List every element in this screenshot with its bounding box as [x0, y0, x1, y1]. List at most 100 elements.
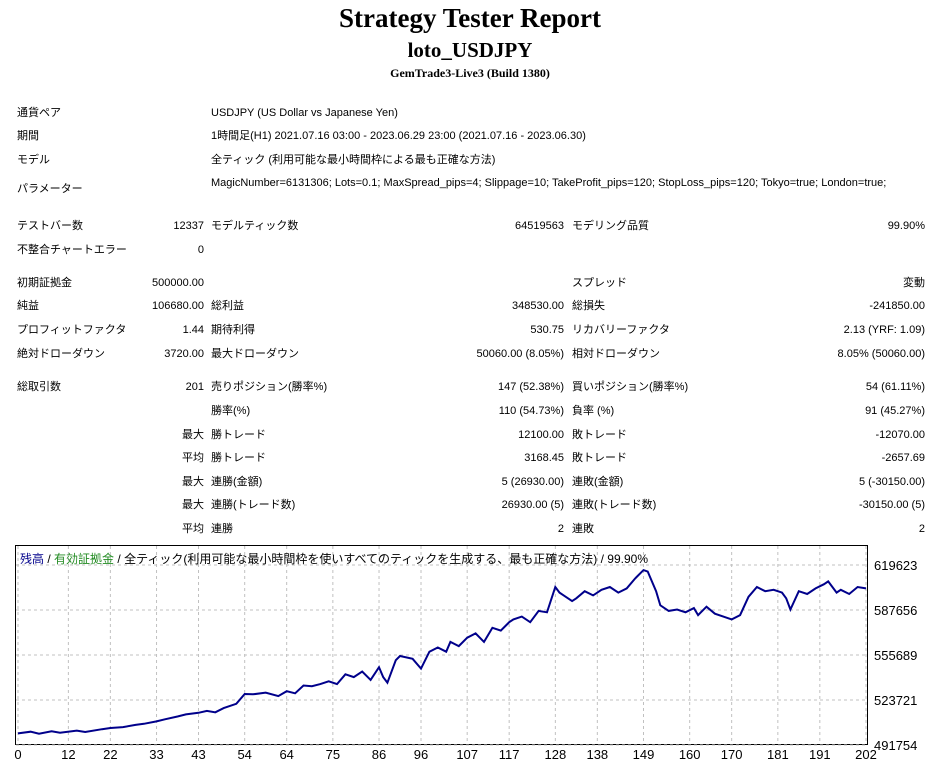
- avg-consec-losses-label: 連敗: [572, 523, 594, 535]
- y-axis-ticks: 619623 587656 555689 523721 491754: [874, 558, 917, 753]
- chart-frame: [15, 545, 868, 745]
- x-tick-label: 22: [103, 747, 117, 761]
- legend-balance: 残高: [20, 552, 45, 566]
- avg-win-label: 勝トレード: [211, 452, 266, 464]
- x-axis-ticks: 0 12 22 33 43 54 64 75 86 96 107 117 128 138 149 160 170…: [14, 747, 876, 761]
- symbol-label: 通貨ペア: [17, 107, 61, 119]
- x-tick-label: 191: [809, 747, 831, 761]
- recovery-factor-value: 2.13 (YRF: 1.09): [843, 324, 925, 336]
- max-loss-value: -12070.00: [875, 429, 925, 441]
- avg-label-2: 平均: [182, 523, 204, 535]
- quality-label: モデリング品質: [572, 220, 649, 232]
- x-tick-label: 54: [237, 747, 251, 761]
- gross-loss-label: 総損失: [572, 300, 605, 312]
- max-label-2: 最大: [182, 476, 204, 488]
- params-label: パラメーター: [17, 183, 83, 195]
- bars-value: 12337: [173, 220, 204, 232]
- max-consec-losses-label: 連敗(金額): [572, 476, 624, 488]
- max-win-value: 12100.00: [518, 429, 564, 441]
- avg-win-value: 3168.45: [524, 452, 564, 464]
- bars-label: テストバー数: [17, 220, 83, 232]
- max-consec-wins-label: 連勝(金額): [211, 476, 263, 488]
- win-rate-value: 110 (54.73%): [498, 405, 564, 417]
- max-label-3: 最大: [182, 499, 204, 511]
- y-tick-label: 555689: [874, 648, 917, 663]
- chart-grid: [16, 546, 867, 746]
- x-tick-label: 138: [586, 747, 608, 761]
- deposit-label: 初期証拠金: [17, 277, 72, 289]
- x-tick-label: 33: [149, 747, 163, 761]
- gross-profit-value: 348530.00: [512, 300, 564, 312]
- x-tick-label: 0: [14, 747, 21, 761]
- spread-value: 変動: [903, 277, 925, 289]
- avg-loss-label: 敗トレード: [572, 452, 627, 464]
- legend-sep-2: /: [114, 552, 125, 566]
- max-consec-losses-value: 5 (-30150.00): [858, 476, 925, 488]
- y-tick-label: 619623: [874, 558, 917, 573]
- abs-drawdown-value: 3720.00: [164, 348, 204, 360]
- ticks-label: モデルティック数: [211, 220, 299, 232]
- max-consec-wins-value: 5 (26930.00): [501, 476, 564, 488]
- profit-factor-value: 1.44: [182, 324, 204, 336]
- symbol-value: USDJPY (US Dollar vs Japanese Yen): [211, 107, 398, 119]
- report-title: Strategy Tester Report: [339, 3, 601, 33]
- avg-consec-wins-value: 2: [557, 523, 564, 535]
- max-consec-loss-label: 連敗(トレード数): [572, 499, 657, 511]
- max-win-label: 勝トレード: [211, 429, 266, 441]
- x-tick-label: 202: [855, 747, 877, 761]
- legend-sep-1: /: [44, 552, 55, 566]
- legend-model-text: 全ティック(利用可能な最小時間枠を使いすべてのティックを生成する、最も正確な方法…: [124, 552, 648, 566]
- loss-rate-value: 91 (45.27%): [865, 405, 925, 417]
- params-value: MagicNumber=6131306; Lots=0.1; MaxSpread…: [211, 177, 887, 189]
- model-value: 全ティック (利用可能な最小時間枠による最も正確な方法): [211, 154, 496, 166]
- max-drawdown-value: 50060.00 (8.05%): [476, 348, 564, 360]
- period-value: 1時間足(H1) 2021.07.16 03:00 - 2023.06.29 2…: [211, 130, 586, 142]
- x-tick-label: 43: [191, 747, 205, 761]
- expected-payoff-label: 期待利得: [211, 324, 255, 336]
- avg-consec-wins-label: 連勝: [211, 523, 233, 535]
- errors-label: 不整合チャートエラー: [17, 244, 127, 256]
- report-build: GemTrade3-Live3 (Build 1380): [390, 66, 550, 80]
- long-positions-label: 買いポジション(勝率%): [572, 381, 689, 393]
- ticks-value: 64519563: [515, 220, 564, 232]
- legend-equity: 有効証拠金: [54, 552, 115, 566]
- x-tick-label: 170: [721, 747, 743, 761]
- max-drawdown-label: 最大ドローダウン: [211, 348, 299, 360]
- max-consec-loss-value: -30150.00 (5): [858, 499, 925, 511]
- gross-profit-label: 総利益: [211, 300, 244, 312]
- balance-chart: 619623 587656 555689 523721 491754 0 12 22 33 43…: [14, 546, 917, 761]
- balance-line: [17, 568, 867, 735]
- x-tick-label: 75: [326, 747, 340, 761]
- errors-value: 0: [197, 244, 204, 256]
- model-label: モデル: [17, 154, 50, 166]
- x-tick-label: 149: [633, 747, 655, 761]
- x-tick-label: 128: [544, 747, 566, 761]
- period-label: 期間: [17, 130, 39, 142]
- rel-drawdown-value: 8.05% (50060.00): [837, 348, 925, 360]
- max-consec-profit-label: 連勝(トレード数): [211, 499, 296, 511]
- short-positions-value: 147 (52.38%): [497, 381, 564, 393]
- max-loss-label: 敗トレード: [572, 429, 627, 441]
- x-tick-label: 64: [279, 747, 293, 761]
- y-tick-label: 491754: [874, 738, 917, 753]
- quality-value: 99.90%: [887, 220, 925, 232]
- total-trades-label: 総取引数: [17, 381, 61, 393]
- x-tick-label: 96: [414, 747, 428, 761]
- chart-legend: 残高 / 有効証拠金 / 全ティック(利用可能な最小時間枠を使いすべてのティック…: [20, 550, 648, 567]
- report-subtitle: loto_USDJPY: [407, 38, 533, 62]
- max-label: 最大: [182, 429, 204, 441]
- avg-loss-value: -2657.69: [881, 452, 925, 464]
- y-tick-label: 523721: [874, 693, 917, 708]
- x-tick-label: 117: [499, 747, 520, 761]
- x-tick-label: 181: [767, 747, 789, 761]
- loss-rate-label: 負率 (%): [572, 405, 615, 417]
- x-tick-label: 107: [456, 747, 478, 761]
- y-tick-label: 587656: [874, 603, 917, 618]
- x-tick-label: 86: [372, 747, 386, 761]
- net-label: 純益: [17, 300, 39, 312]
- short-positions-label: 売りポジション(勝率%): [211, 381, 328, 393]
- gross-loss-value: -241850.00: [869, 300, 925, 312]
- rel-drawdown-label: 相対ドローダウン: [572, 348, 660, 360]
- recovery-factor-label: リカバリーファクタ: [572, 324, 670, 336]
- win-rate-label: 勝率(%): [211, 405, 251, 417]
